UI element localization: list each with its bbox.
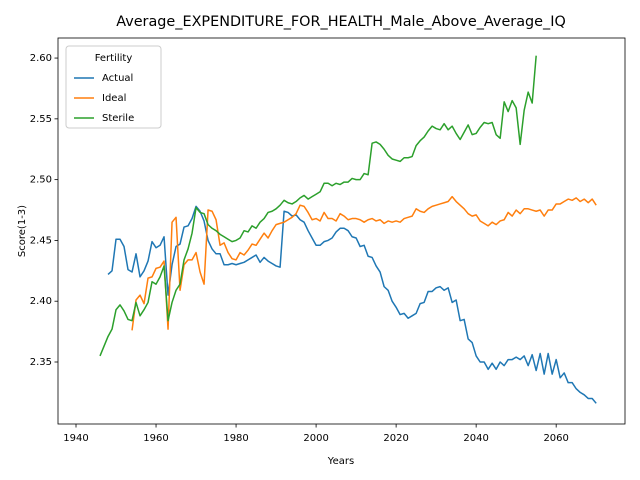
x-tick-label: 2040 bbox=[463, 433, 488, 444]
legend-label: Sterile bbox=[102, 113, 134, 124]
legend-label: Actual bbox=[102, 73, 133, 84]
legend-box bbox=[65, 45, 162, 129]
y-tick-label: 2.35 bbox=[30, 357, 52, 368]
plot-frame bbox=[57, 37, 626, 425]
x-tick-label: 2000 bbox=[303, 433, 328, 444]
chart-title: Average_EXPENDITURE_FOR_HEALTH_Male_Abov… bbox=[116, 14, 566, 30]
x-tick-label: 1940 bbox=[63, 433, 88, 444]
y-tick-label: 2.50 bbox=[30, 175, 52, 186]
line-series bbox=[99, 55, 537, 357]
x-tick-label: 2020 bbox=[383, 433, 408, 444]
x-tick-label: 2060 bbox=[543, 433, 568, 444]
y-tick-label: 2.40 bbox=[30, 296, 52, 307]
y-tick-label: 2.55 bbox=[30, 114, 52, 125]
line-series bbox=[131, 195, 597, 331]
legend-label: Ideal bbox=[102, 93, 126, 104]
x-tick-label: 1980 bbox=[223, 433, 248, 444]
x-tick-label: 1960 bbox=[143, 433, 168, 444]
y-tick-label: 2.60 bbox=[30, 53, 52, 64]
x-axis-label: Years bbox=[327, 456, 354, 467]
legend-title: Fertility bbox=[95, 53, 133, 64]
y-axis-label: Score(1-3) bbox=[17, 205, 28, 257]
line-series bbox=[107, 205, 597, 404]
y-tick-label: 2.45 bbox=[30, 235, 52, 246]
